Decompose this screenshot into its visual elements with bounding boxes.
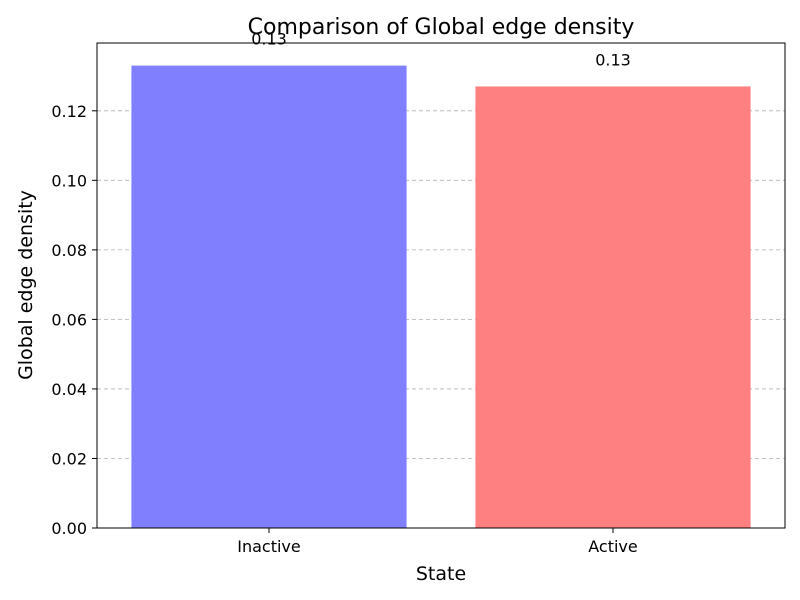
y-tick-label: 0.00 — [51, 519, 87, 538]
y-tick-label: 0.04 — [51, 380, 87, 399]
x-tick-label: Active — [588, 537, 638, 556]
y-axis-label: Global edge density — [15, 190, 37, 380]
bars — [131, 65, 751, 529]
bar-active — [475, 86, 751, 529]
y-tick-label: 0.02 — [51, 449, 87, 468]
x-tick-label: Inactive — [237, 537, 301, 556]
bar-inactive — [131, 65, 407, 528]
x-axis-label: State — [416, 563, 466, 585]
x-axis-ticks: Inactive Active — [237, 528, 638, 556]
data-labels: 0.13 0.13 — [251, 30, 631, 70]
data-label: 0.13 — [251, 30, 287, 49]
y-tick-label: 0.06 — [51, 310, 87, 329]
y-tick-label: 0.12 — [51, 102, 87, 121]
y-tick-label: 0.08 — [51, 241, 87, 260]
plot-frame — [96, 42, 786, 529]
data-label: 0.13 — [595, 50, 631, 69]
y-tick-label: 0.10 — [51, 171, 87, 190]
chart-title: Comparison of Global edge density — [248, 15, 635, 40]
y-axis-ticks: 0.00 0.02 0.04 0.06 0.08 0.10 0.12 — [51, 102, 97, 538]
